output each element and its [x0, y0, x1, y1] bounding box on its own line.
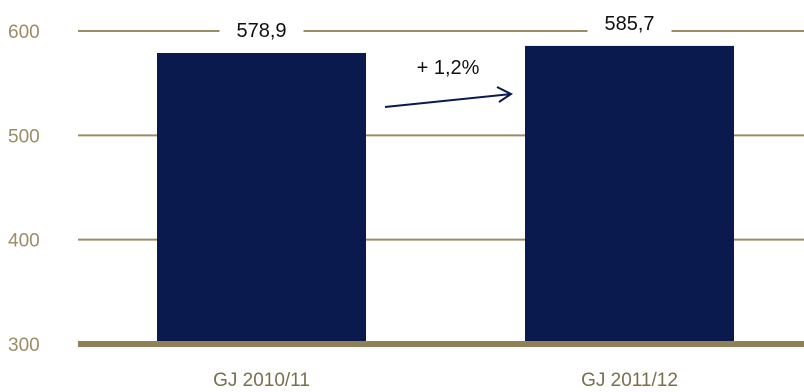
data-label-bg	[219, 17, 304, 46]
x-tick-label: GJ 2010/11	[213, 370, 310, 391]
y-tick-label: 600	[8, 22, 40, 43]
bar	[525, 45, 734, 344]
growth-arrow-head	[496, 86, 513, 103]
bar	[157, 53, 366, 344]
growth-label: + 1,2%	[417, 57, 480, 79]
y-tick-label: 300	[8, 335, 40, 356]
data-label: 585,7	[604, 13, 654, 35]
axes: 300 400 500 600 GJ 2010/11 GJ 2011/12	[8, 22, 804, 391]
y-tick-label: 500	[8, 126, 40, 147]
growth-arrow-line	[384, 93, 512, 108]
x-tick-label: GJ 2011/12	[581, 370, 678, 391]
data-label-bg	[587, 9, 672, 38]
growth-annotation: + 1,2%	[384, 57, 513, 108]
data-label: 578,9	[236, 20, 286, 42]
y-tick-label: 400	[8, 231, 40, 252]
data-labels: 578,9 585,7	[219, 9, 672, 46]
bars	[157, 45, 734, 344]
